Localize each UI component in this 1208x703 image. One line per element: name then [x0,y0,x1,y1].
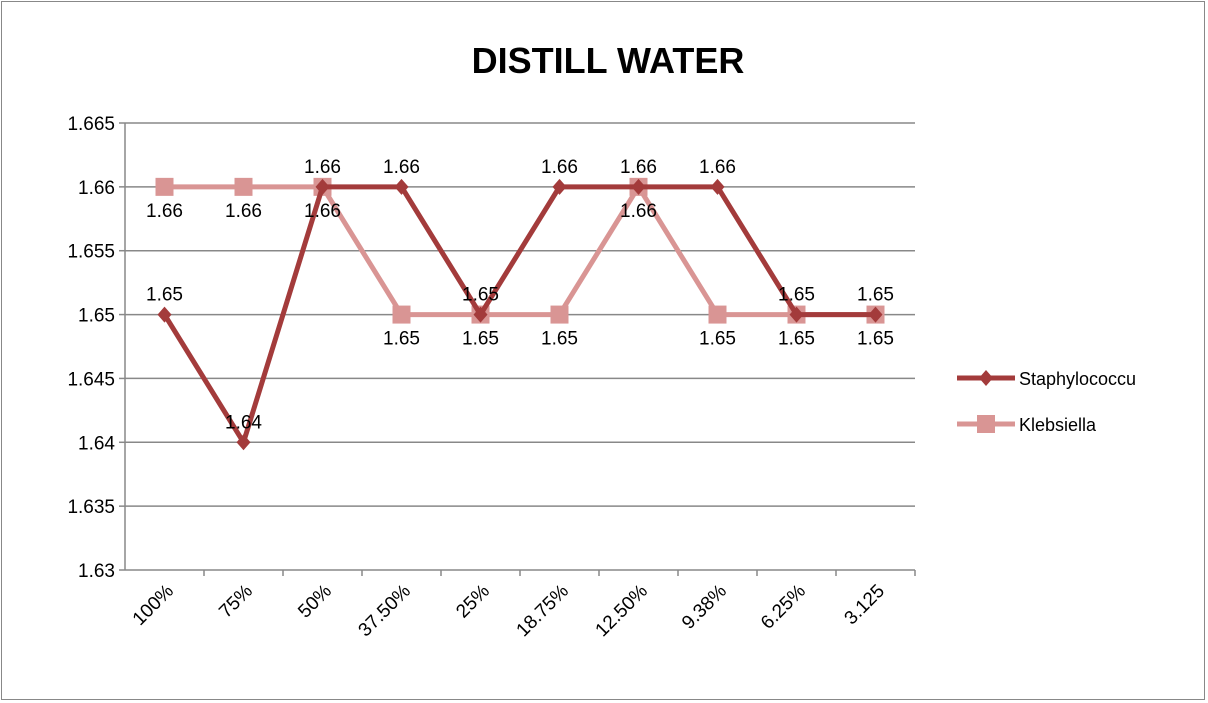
data-label: 1.66 [699,157,736,178]
data-point [631,178,646,195]
data-label: 1.65 [857,329,894,350]
x-tick-label: 6.25% [757,581,810,634]
data-label: 1.65 [778,285,815,306]
chart-title: DISTILL WATER [472,40,745,81]
legend-label: Staphylococcu [1019,369,1136,389]
data-label: 1.66 [620,157,657,178]
data-point [157,306,172,323]
data-point [155,177,174,196]
data-label: 1.65 [146,285,183,306]
x-tick-label: 50% [294,581,336,623]
data-label: 1.65 [462,329,499,350]
x-tick-label: 9.38% [678,581,731,634]
data-label: 1.65 [778,329,815,350]
data-point [789,306,804,323]
data-label: 1.66 [304,157,341,178]
x-tick-label: 18.75% [513,581,573,641]
x-tick-label: 75% [215,581,257,623]
series-line-staphylococcu [162,184,876,445]
x-tick-label: 12.50% [592,581,652,641]
data-label: 1.65 [857,285,894,306]
data-label: 1.66 [146,201,183,222]
data-label: 1.66 [541,157,578,178]
y-tick-label: 1.645 [67,369,115,390]
y-tick-label: 1.65 [78,306,115,327]
data-label: 1.66 [383,157,420,178]
data-point [236,434,251,451]
data-label: 1.64 [225,412,262,433]
x-tick-label: 37.50% [355,581,415,641]
data-label: 1.65 [383,329,420,350]
x-tick-label: 100% [129,581,178,630]
data-point [394,178,409,195]
legend-marker [979,370,993,386]
x-tick-label: 3.125 [841,581,889,629]
data-label: 1.65 [462,285,499,306]
data-point [708,305,727,324]
y-tick-label: 1.655 [67,242,115,263]
data-label: 1.66 [304,201,341,222]
data-point [315,178,330,195]
y-tick-label: 1.66 [78,178,115,199]
data-point [552,178,567,195]
data-point [392,305,411,324]
data-point [868,306,883,323]
legend-label: Klebsiella [1019,415,1097,435]
data-point [550,305,569,324]
y-tick-label: 1.635 [67,497,115,518]
series-line-klebsiella [164,184,876,318]
data-label: 1.65 [541,329,578,350]
data-label: 1.66 [620,201,657,222]
y-tick-label: 1.64 [78,433,115,454]
data-point [710,178,725,195]
x-tick-label: 25% [452,581,494,623]
data-label: 1.65 [699,329,736,350]
data-point [234,177,253,196]
legend-marker [977,415,995,433]
data-label: 1.66 [225,201,262,222]
data-point [473,306,488,323]
y-tick-label: 1.665 [67,114,115,135]
y-tick-label: 1.63 [78,561,115,582]
